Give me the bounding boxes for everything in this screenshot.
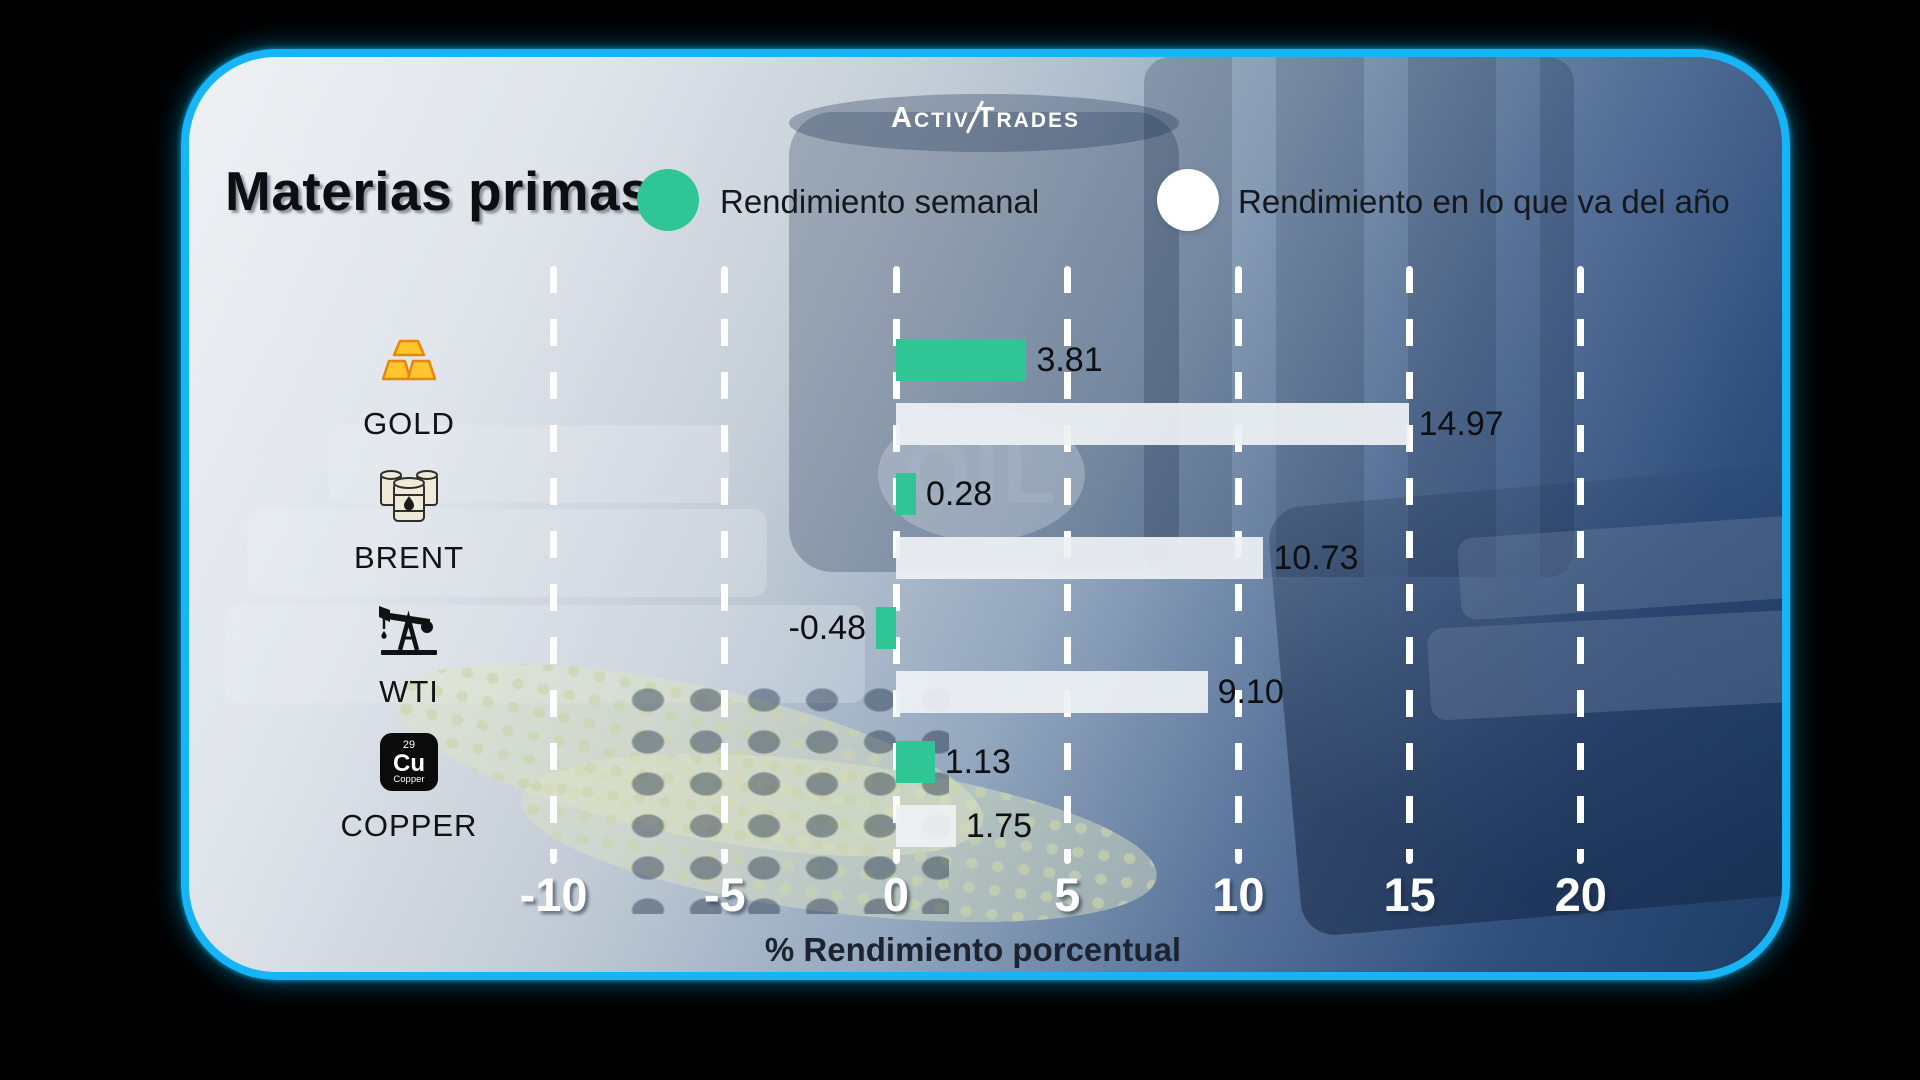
legend-weekly-label: Rendimiento semanal [720, 183, 1040, 220]
silver-bar-photo [247, 509, 767, 597]
bar-chart-plot-area: -10 -5 0 5 10 15 20 3.81 14.97 0.28 10.73 -0.48 9.10… [189, 57, 1782, 972]
legend-weekly-dot [637, 169, 699, 231]
x-tick-label-20: 20 [1554, 868, 1607, 921]
weekly-value-gold: 3.81 [1036, 341, 1103, 379]
weekly-bar-copper [896, 741, 935, 783]
weekly-bar-gold [896, 339, 1027, 381]
gridline--5 [721, 266, 729, 864]
x-tick-label-0: 0 [882, 868, 910, 921]
oil-barrels-icon [380, 470, 438, 522]
category-label-wti: WTI [379, 674, 439, 709]
ytd-value-gold: 14.97 [1418, 405, 1504, 443]
gridline-20 [1577, 266, 1585, 864]
weekly-value-brent: 0.28 [926, 475, 993, 513]
weekly-value-wti: -0.48 [788, 609, 867, 647]
ytd-value-wti: 9.10 [1217, 673, 1284, 711]
copper-element-icon: 29 Cu Copper [380, 733, 438, 791]
x-tick-label-5: 5 [1054, 868, 1081, 921]
category-label-copper: COPPER [340, 808, 478, 843]
ytd-value-brent: 10.73 [1273, 539, 1359, 577]
weekly-bar-brent [896, 473, 916, 515]
ytd-bar-wti [896, 671, 1208, 713]
x-axis-title: % Rendimiento porcentual [764, 931, 1182, 968]
category-label-gold: GOLD [363, 406, 455, 441]
page-title: Materias primas [225, 160, 652, 222]
ytd-bar-copper [896, 805, 956, 847]
background-collage: OIL [189, 57, 1782, 972]
weekly-bar-wti [876, 607, 896, 649]
gridline-15 [1406, 266, 1414, 864]
activtrades-logo: Activ Trades [890, 99, 1081, 134]
x-tick-label--10: -10 [519, 868, 588, 921]
gridline--10 [550, 266, 558, 864]
ytd-bar-brent [896, 537, 1264, 579]
logo-text-left: Activ [890, 102, 970, 134]
gold-bars-icon [381, 339, 437, 381]
copper-name: Copper [393, 773, 425, 785]
copper-symbol: Cu [393, 749, 425, 777]
copper-atomic-number: 29 [402, 738, 416, 751]
category-label-brent: BRENT [353, 540, 465, 575]
oil-pump-jack-icon [379, 606, 437, 655]
weekly-value-copper: 1.13 [944, 743, 1011, 781]
ytd-value-copper: 1.75 [965, 807, 1033, 845]
oil-barrel-photo [789, 94, 1179, 572]
x-tick-label--5: -5 [703, 868, 746, 921]
x-tick-label-15: 15 [1383, 868, 1436, 921]
infographic-panel: OIL Activ Trades Materias primas Rendimi… [181, 49, 1790, 980]
logo-text-right: Trades [976, 102, 1081, 134]
x-tick-label-10: 10 [1212, 868, 1265, 921]
legend-ytd-dot [1157, 169, 1219, 231]
legend-ytd-label: Rendimiento en lo que va del año [1238, 183, 1730, 220]
ytd-bar-gold [896, 403, 1409, 445]
